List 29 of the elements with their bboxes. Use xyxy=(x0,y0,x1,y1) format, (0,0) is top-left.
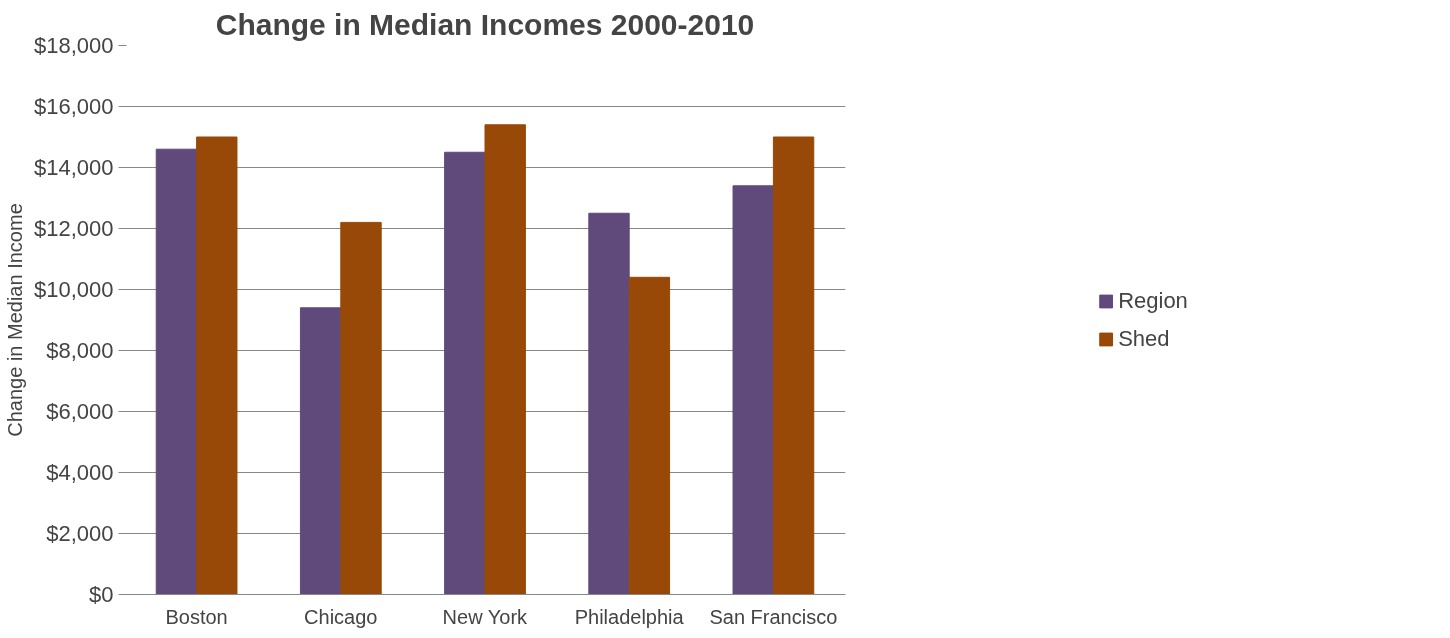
y-tick-label: $4,000 xyxy=(46,460,114,485)
y-tick-label: $6,000 xyxy=(46,399,114,424)
y-tick-label: $12,000 xyxy=(33,216,114,241)
bar xyxy=(444,151,486,595)
y-tick-label: $0 xyxy=(89,582,114,607)
chart-title: Change in Median Incomes 2000-2010 xyxy=(215,7,755,41)
x-tick-label: San Francisco xyxy=(709,605,838,628)
x-tick-label: Boston xyxy=(165,605,228,628)
bar xyxy=(155,148,198,595)
bar xyxy=(628,276,671,595)
bar xyxy=(772,136,815,595)
x-tick-label: Philadelphia xyxy=(574,605,685,628)
bar xyxy=(196,136,238,595)
bar xyxy=(484,124,526,595)
legend-label: Shed xyxy=(1118,325,1170,352)
y-tick-label: $14,000 xyxy=(33,155,114,180)
y-tick-label: $8,000 xyxy=(46,338,114,363)
legend-label: Region xyxy=(1118,287,1188,314)
x-tick-label: Chicago xyxy=(304,605,378,628)
y-tick-label: $10,000 xyxy=(33,277,114,302)
bar xyxy=(588,212,630,595)
y-tick-label: $18,000 xyxy=(33,33,114,58)
y-axis-title: Change in Median Income xyxy=(3,203,26,437)
y-tick-label: $16,000 xyxy=(33,94,114,119)
bar xyxy=(340,221,382,595)
y-tick-label: $2,000 xyxy=(46,521,114,546)
x-tick-label: New York xyxy=(442,605,529,628)
bar xyxy=(732,185,774,595)
bar xyxy=(299,307,342,595)
